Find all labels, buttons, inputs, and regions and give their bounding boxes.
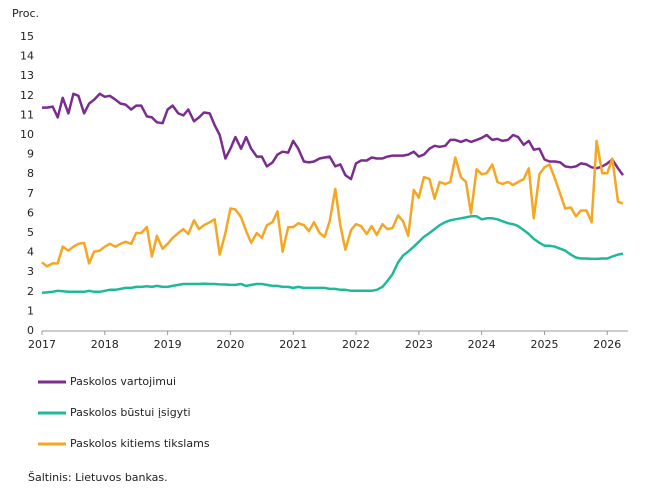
x-tick-label: 2022 — [342, 338, 370, 351]
y-tick-label: 6 — [27, 206, 34, 219]
x-tick-label: 2025 — [530, 338, 558, 351]
y-axis-label: Proc. — [12, 7, 39, 20]
series-line — [42, 92, 625, 181]
y-tick-label: 4 — [27, 246, 34, 259]
y-tick-label: 1 — [27, 304, 34, 317]
x-tick-label: 2019 — [154, 338, 182, 351]
series-line — [41, 139, 624, 268]
series-line — [41, 215, 624, 295]
y-tick-label: 2 — [27, 285, 34, 298]
x-tick-label: 2026 — [593, 338, 621, 351]
y-tick-label: 15 — [20, 30, 34, 43]
legend-label: Paskolos būstui įsigyti — [70, 406, 191, 419]
legend-label: Paskolos kitiems tikslams — [70, 437, 210, 450]
x-tick-label: 2023 — [405, 338, 433, 351]
y-tick-label: 0 — [27, 324, 34, 337]
y-tick-label: 5 — [27, 226, 34, 239]
legend-label: Paskolos vartojimui — [70, 375, 176, 388]
x-tick-label: 2020 — [216, 338, 244, 351]
x-tick-label: 2024 — [468, 338, 496, 351]
x-tick-label: 2021 — [279, 338, 307, 351]
x-tick-label: 2017 — [28, 338, 56, 351]
y-tick-label: 7 — [27, 187, 34, 200]
y-tick-label: 11 — [20, 108, 34, 121]
y-tick-label: 8 — [27, 167, 34, 180]
y-tick-label: 10 — [20, 128, 34, 141]
y-tick-label: 9 — [27, 148, 34, 161]
y-tick-label: 12 — [20, 89, 34, 102]
source-note: Šaltinis: Lietuvos bankas. — [28, 471, 168, 484]
y-tick-label: 3 — [27, 265, 34, 278]
y-tick-label: 14 — [20, 50, 34, 63]
y-tick-label: 13 — [20, 69, 34, 82]
x-tick-label: 2018 — [91, 338, 119, 351]
